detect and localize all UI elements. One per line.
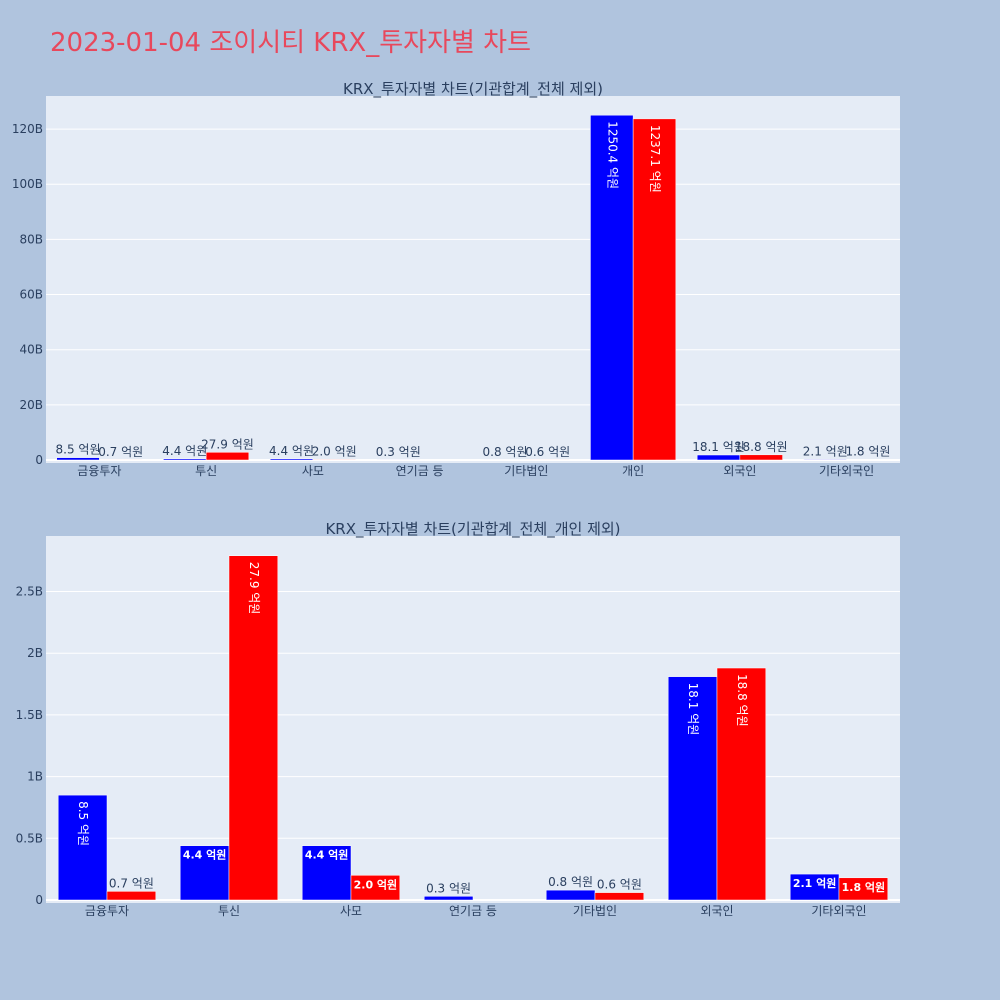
bar bbox=[56, 457, 100, 461]
data-label: 27.9 억원 bbox=[247, 562, 261, 615]
y-tick-label: 0 bbox=[35, 453, 43, 467]
y-tick-label: 2B bbox=[27, 646, 43, 660]
bar bbox=[594, 892, 645, 901]
bar bbox=[667, 676, 718, 901]
bar bbox=[716, 667, 767, 901]
bar bbox=[423, 896, 474, 901]
y-tick-label: 0 bbox=[35, 893, 43, 907]
bar bbox=[301, 845, 352, 901]
bar bbox=[739, 454, 783, 461]
data-label: 1.8 억원 bbox=[845, 445, 890, 459]
x-tick-label: 투신 bbox=[218, 904, 240, 918]
x-tick-label: 금융투자 bbox=[77, 464, 121, 478]
plot-area bbox=[46, 96, 900, 463]
bar bbox=[228, 555, 279, 901]
data-label: 1237.1 억원 bbox=[648, 125, 662, 193]
chart-title: KRX_투자자별 차트(기관합계_전체 제외) bbox=[343, 80, 603, 99]
data-label: 0.3 억원 bbox=[376, 445, 421, 459]
x-tick-label: 연기금 등 bbox=[449, 904, 497, 918]
data-label: 0.7 억원 bbox=[98, 445, 143, 459]
data-label: 4.4 억원 bbox=[183, 848, 227, 862]
x-tick-label: 금융투자 bbox=[85, 904, 129, 918]
bar bbox=[696, 454, 741, 461]
chart-2: 0 0.5B 1B 1.5B 2B 2.5B KRX_투자자별 차트(기관합계_전체_개인 … bbox=[16, 520, 900, 918]
x-tick-label: 기타외국인 bbox=[819, 464, 874, 478]
x-tick-label: 사모 bbox=[340, 904, 362, 918]
y-tick-label: 0.5B bbox=[16, 831, 43, 845]
y-tick-label: 120B bbox=[12, 122, 43, 136]
x-tick-label: 외국인 bbox=[700, 904, 733, 918]
data-label: 4.4 억원 bbox=[305, 848, 349, 862]
y-tick-label: 20B bbox=[19, 398, 43, 412]
x-tick-label: 기타법인 bbox=[504, 464, 548, 478]
data-label: 4.4 억원 bbox=[269, 444, 314, 458]
data-label: 0.8 억원 bbox=[483, 445, 528, 459]
x-tick-label: 기타법인 bbox=[573, 904, 617, 918]
y-tick-label: 60B bbox=[19, 288, 43, 302]
bar bbox=[312, 459, 356, 461]
bar bbox=[163, 458, 207, 461]
data-label: 18.1 억원 bbox=[686, 683, 700, 736]
data-label: 18.8 억원 bbox=[735, 440, 788, 454]
data-label: 0.8 억원 bbox=[548, 875, 593, 889]
bar bbox=[205, 452, 250, 461]
bar bbox=[57, 794, 108, 901]
bar bbox=[632, 118, 677, 461]
bar bbox=[350, 875, 401, 901]
x-tick-label: 외국인 bbox=[723, 464, 756, 478]
y-tick-label: 1.5B bbox=[16, 708, 43, 722]
y-tick-label: 2.5B bbox=[16, 585, 43, 599]
chart-1: 0 20B 40B 60B 80B 100B 120B KRX_투자자별 차트(기관합계_전체… bbox=[12, 80, 900, 478]
x-tick-label: 투신 bbox=[195, 464, 217, 478]
data-label: 4.4 억원 bbox=[162, 444, 207, 458]
chart-title: KRX_투자자별 차트(기관합계_전체_개인 제외) bbox=[325, 520, 620, 539]
data-label: 1.8 억원 bbox=[842, 880, 886, 894]
y-tick-label: 40B bbox=[19, 343, 43, 357]
data-label: 18.1 억원 bbox=[692, 440, 745, 454]
data-label: 0.6 억원 bbox=[597, 878, 642, 892]
data-label: 1250.4 억원 bbox=[605, 121, 619, 189]
data-label: 8.5 억원 bbox=[56, 443, 101, 457]
data-label: 8.5 억원 bbox=[76, 801, 90, 846]
y-tick-label: 1B bbox=[27, 770, 43, 784]
data-label: 2.1 억원 bbox=[793, 876, 837, 890]
data-label: 0.6 억원 bbox=[525, 445, 570, 459]
bar bbox=[789, 873, 840, 901]
x-tick-label: 연기금 등 bbox=[396, 464, 444, 478]
bar bbox=[838, 877, 889, 901]
data-label: 2.0 억원 bbox=[354, 877, 398, 891]
data-label: 27.9 억원 bbox=[201, 437, 254, 451]
bar bbox=[269, 458, 314, 461]
data-label: 18.8 억원 bbox=[735, 674, 749, 727]
data-label: 0.3 억원 bbox=[426, 881, 471, 895]
y-tick-label: 80B bbox=[19, 232, 43, 246]
x-tick-label: 개인 bbox=[622, 464, 644, 478]
data-label: 2.0 억원 bbox=[312, 444, 357, 458]
page-title: 2023-01-04 조이시티 KRX_투자자별 차트 bbox=[50, 28, 532, 58]
data-label: 0.7 억원 bbox=[109, 876, 154, 890]
bar bbox=[590, 114, 634, 461]
x-tick-label: 사모 bbox=[302, 464, 324, 478]
y-tick-label: 100B bbox=[12, 177, 43, 191]
data-label: 2.1 억원 bbox=[803, 444, 848, 458]
bar bbox=[545, 889, 596, 901]
x-tick-label: 기타외국인 bbox=[811, 904, 866, 918]
bar bbox=[803, 459, 847, 461]
bar bbox=[106, 891, 157, 901]
